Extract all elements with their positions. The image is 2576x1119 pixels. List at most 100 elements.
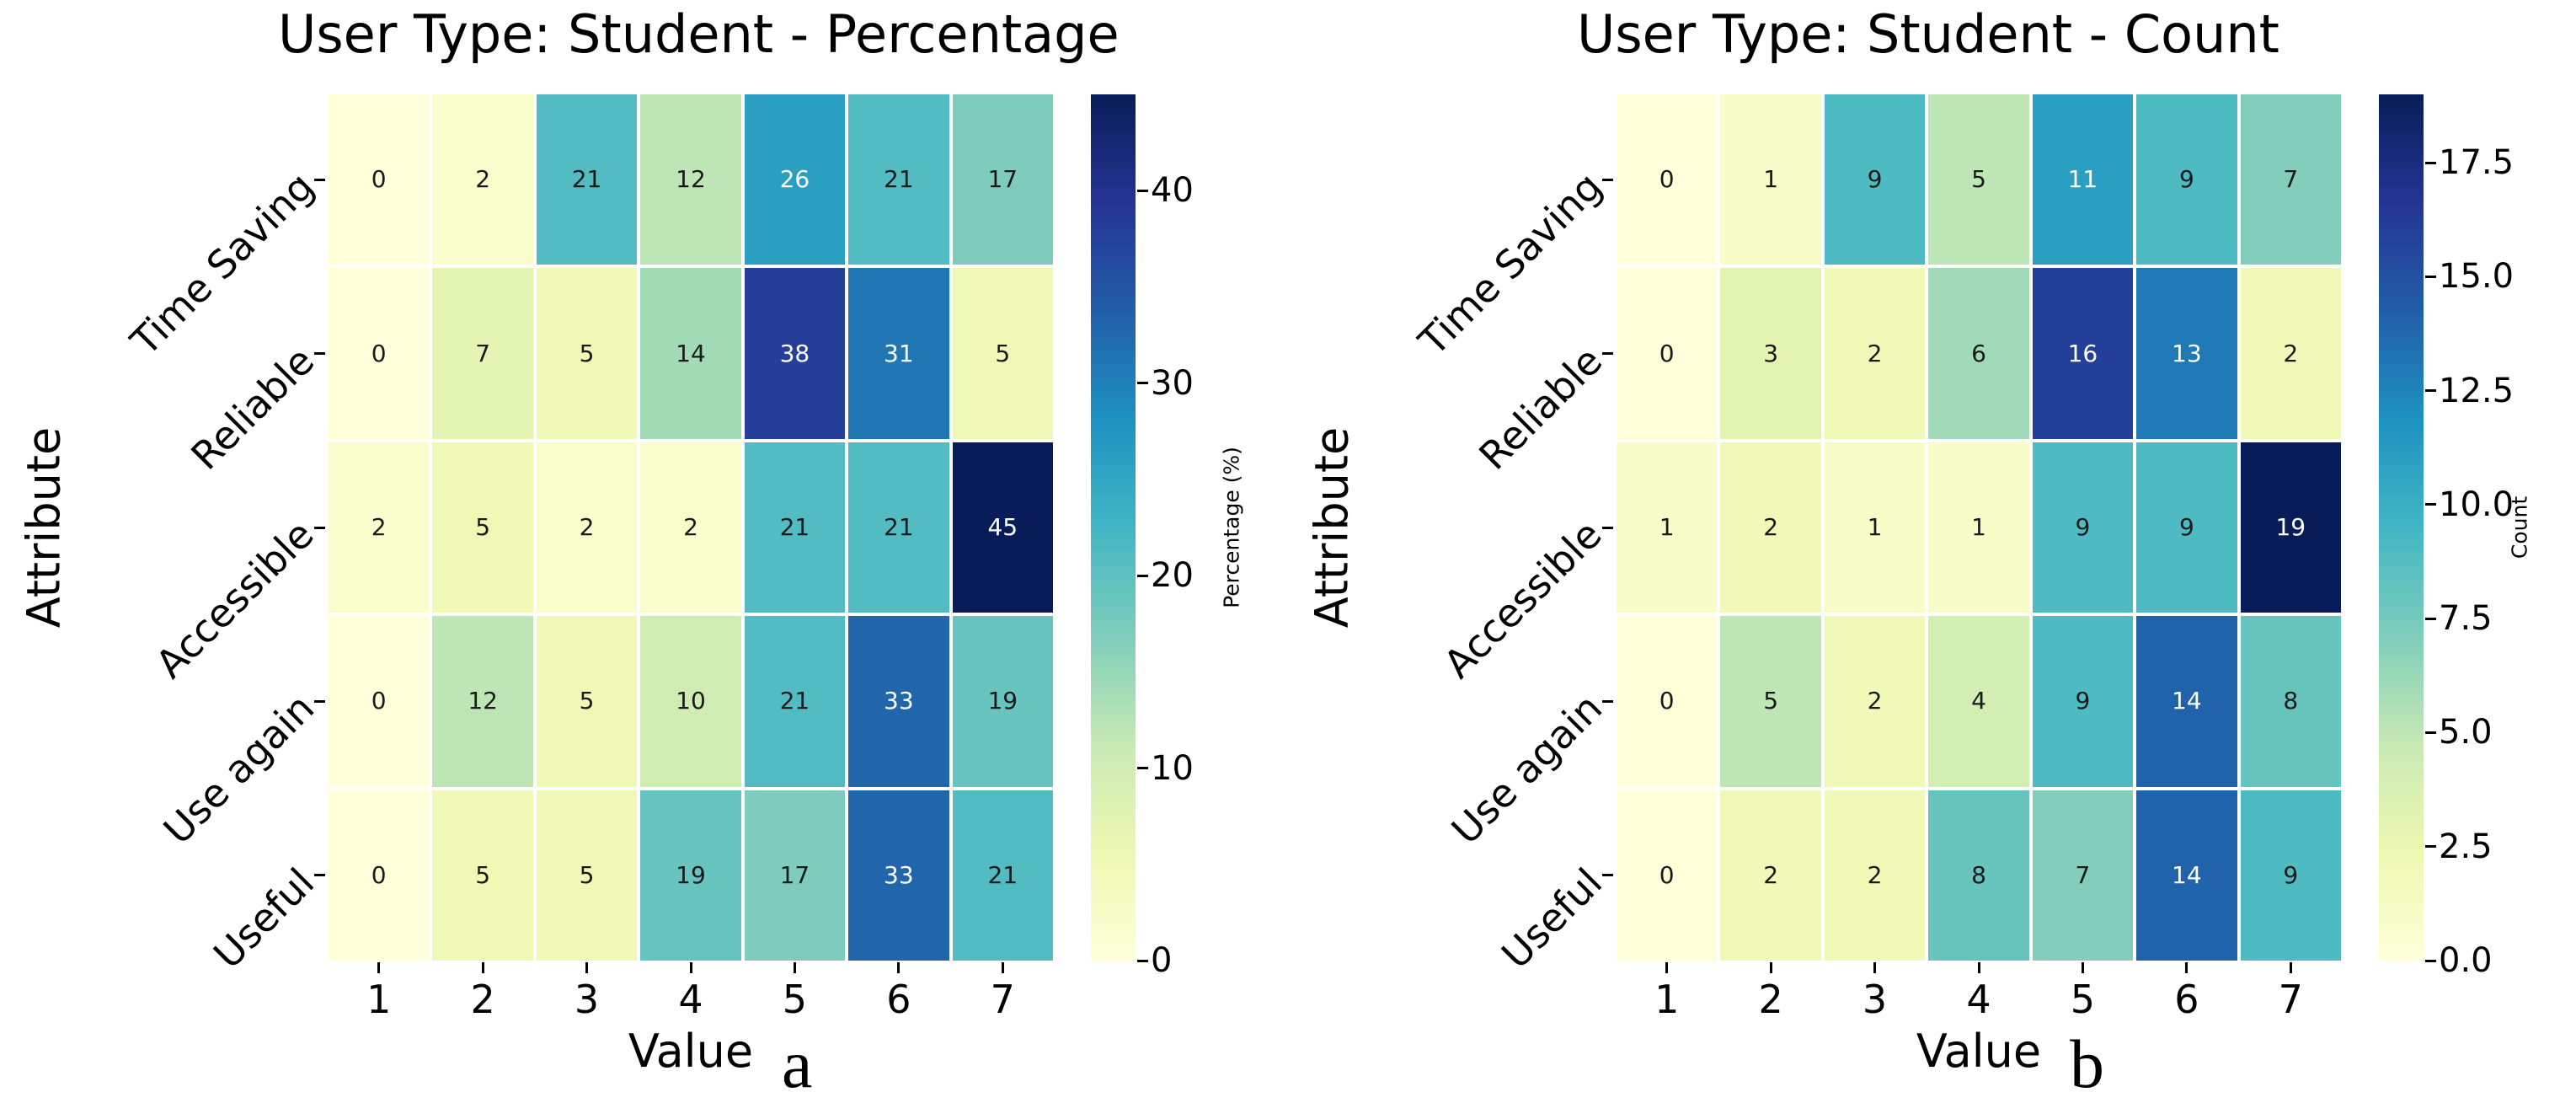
colorbar-tick-mark (1137, 189, 1148, 192)
cell-value: 0 (371, 687, 387, 715)
cell-value: 45 (987, 512, 1018, 541)
heatmap-cell: 9 (2032, 442, 2134, 613)
colorbar-tick-label: 2.5 (2439, 827, 2493, 866)
cell-value: 7 (475, 339, 491, 367)
colorbar-tick-label: 10.0 (2439, 485, 2515, 524)
x-tick-label: 4 (1966, 977, 1991, 1022)
cell-value: 21 (987, 860, 1018, 889)
cell-value: 12 (676, 165, 706, 194)
x-tick-mark (1873, 962, 1877, 973)
heatmap-cell: 13 (2136, 268, 2237, 439)
x-tick-label: 7 (2278, 977, 2303, 1022)
heatmap-cell: 17 (952, 94, 1053, 265)
cell-value: 2 (1867, 339, 1883, 367)
heatmap-cell: 21 (848, 94, 949, 265)
heatmap-cell: 33 (848, 616, 949, 787)
y-tick-mark (1602, 699, 1613, 703)
colorbar-tick-mark (2425, 503, 2436, 506)
heatmap-cell: 12 (640, 94, 741, 265)
x-tick-label: 2 (470, 977, 495, 1022)
y-tick-mark (1602, 526, 1613, 529)
colorbar-tick-label: 20 (1151, 556, 1194, 596)
cell-value: 1 (1971, 512, 1986, 541)
colorbar-tick-mark (2425, 161, 2436, 164)
cell-value: 0 (1659, 165, 1675, 194)
cell-value: 21 (884, 512, 914, 541)
x-tick-mark (1001, 962, 1004, 973)
x-axis-label: Value (628, 1025, 754, 1078)
heatmap-cell: 2 (536, 442, 638, 613)
heatmap-cell: 14 (640, 268, 741, 439)
heatmap-cell: 0 (329, 94, 430, 265)
heatmap-cell: 5 (1928, 94, 2029, 265)
y-tick-label: Use again (1442, 685, 1611, 854)
heatmap-cell: 5 (432, 790, 533, 961)
cell-value: 12 (468, 687, 498, 715)
cell-value: 21 (884, 165, 914, 194)
cell-value: 0 (371, 339, 387, 367)
heatmap-cell: 2 (329, 442, 430, 613)
heatmap-cell: 21 (536, 94, 638, 265)
cell-value: 3 (1763, 339, 1779, 367)
x-tick-label: 1 (1654, 977, 1680, 1022)
x-tick-label: 3 (1862, 977, 1888, 1022)
y-tick-label: Accessible (147, 511, 323, 688)
y-tick-mark (314, 178, 325, 181)
cell-value: 14 (2172, 687, 2202, 715)
y-tick-label: Accessible (1435, 511, 1611, 688)
x-tick-mark (897, 962, 901, 973)
y-tick-mark (1602, 352, 1613, 356)
cell-value: 33 (884, 860, 914, 889)
heatmap-cell: 8 (1928, 790, 2029, 961)
colorbar-tick-label: 15.0 (2439, 257, 2515, 297)
cell-value: 21 (779, 687, 810, 715)
cell-value: 2 (683, 512, 698, 541)
heatmap-cell: 2 (1824, 790, 1926, 961)
heatmap-cell: 45 (952, 442, 1053, 613)
y-tick-mark (1602, 178, 1613, 181)
colorbar-tick-label: 0 (1151, 941, 1173, 980)
colorbar-tick-label: 0.0 (2439, 941, 2493, 980)
heatmap-cell: 9 (2032, 616, 2134, 787)
heatmap-cell: 7 (432, 268, 533, 439)
heatmap-cell: 31 (848, 268, 949, 439)
cell-value: 0 (1659, 687, 1675, 715)
chart-title: User Type: Student - Count (1576, 3, 2279, 65)
y-tick-mark (314, 874, 325, 877)
heatmap-cell: 16 (2032, 268, 2134, 439)
cell-value: 2 (2283, 339, 2299, 367)
y-tick-mark (1602, 874, 1613, 877)
heatmap-cell: 6 (1928, 268, 2029, 439)
x-tick-mark (585, 962, 589, 973)
heatmap-cell: 0 (1617, 268, 1718, 439)
cell-value: 26 (779, 165, 810, 194)
cell-value: 9 (2075, 512, 2091, 541)
heatmap-grid: 0 2 21 12 26 21 17 0 7 5 14 38 31 5 2 5 2 2 21 21 45 0 12 5 10 21… (329, 94, 1053, 961)
heatmap-cell: 21 (848, 442, 949, 613)
cell-value: 0 (371, 860, 387, 889)
x-tick-label: 7 (990, 977, 1015, 1022)
x-tick-mark (2289, 962, 2292, 973)
cell-value: 0 (371, 165, 387, 194)
cell-value: 5 (1971, 165, 1986, 194)
heatmap-cell: 5 (432, 442, 533, 613)
cell-value: 1 (1659, 512, 1675, 541)
subfigure-letter-a: a (782, 1025, 813, 1102)
heatmap-cell: 5 (536, 616, 638, 787)
x-tick-mark (2185, 962, 2189, 973)
cell-value: 5 (1763, 687, 1779, 715)
x-tick-label: 1 (366, 977, 392, 1022)
cell-value: 9 (2283, 860, 2299, 889)
cell-value: 1 (1867, 512, 1883, 541)
heatmap-cell: 0 (1617, 94, 1718, 265)
colorbar-tick-mark (2425, 731, 2436, 734)
heatmap-cell: 19 (2240, 442, 2341, 613)
heatmap-cell: 12 (432, 616, 533, 787)
cell-value: 10 (676, 687, 706, 715)
heatmap-cell: 7 (2032, 790, 2134, 961)
cell-value: 21 (779, 512, 810, 541)
cell-value: 6 (1971, 339, 1986, 367)
heatmap-cell: 19 (640, 790, 741, 961)
heatmap-cell: 21 (744, 616, 846, 787)
